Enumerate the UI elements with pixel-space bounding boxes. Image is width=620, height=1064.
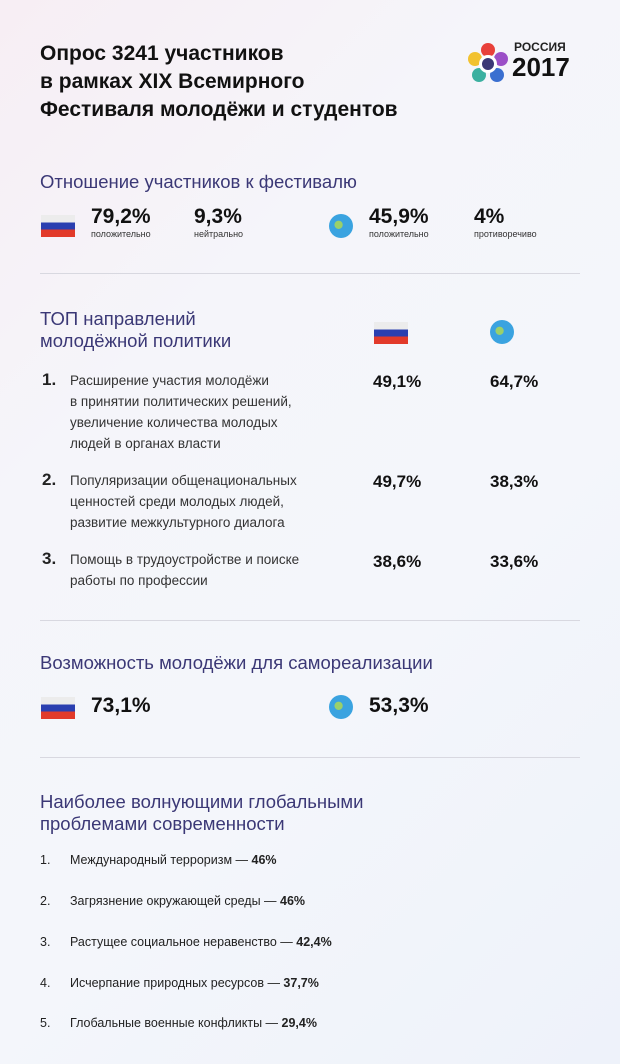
page-title: Опрос 3241 участников в рамках XIX Всеми… [40, 40, 398, 124]
world-value: 38,3% [490, 472, 539, 491]
russia-value: 73,1% [91, 694, 151, 717]
stat: 45,9% положительно [369, 205, 429, 239]
item-number: 5. [40, 1016, 51, 1030]
logo-year: 2017 [512, 52, 570, 82]
item-number: 3. [40, 935, 51, 949]
heading-line: проблемами современности [40, 813, 285, 834]
russia-value: 49,1% [373, 372, 422, 391]
russia-value: 49,7% [373, 472, 422, 491]
item-text: Популяризации общенациональных [70, 473, 297, 488]
divider [40, 620, 580, 621]
heading-line: молодёжной политики [40, 330, 232, 351]
russia-flag-icon [41, 215, 75, 237]
selfrealization-heading: Возможность молодёжи для самореализации [40, 652, 433, 673]
item-text: Глобальные военные конфликты — [70, 1016, 282, 1030]
stat: 9,3% нейтрально [194, 205, 243, 239]
russia-flag-icon [374, 322, 408, 344]
item-text: увеличение количества молодых [70, 415, 278, 430]
item-text: Загрязнение окружающей среды — [70, 894, 281, 908]
title-line: в рамках XIX Всемирного [40, 70, 305, 93]
globe-icon [329, 695, 353, 719]
item-number: 1. [42, 370, 57, 389]
stat-label: положительно [91, 229, 151, 239]
item-value: 42,4% [296, 935, 332, 949]
title-line: Опрос 3241 участников [40, 42, 284, 65]
item-number: 3. [42, 549, 57, 568]
heading-line: Наиболее волнующими глобальными [40, 791, 364, 812]
item-value: 37,7% [283, 976, 319, 990]
item-text: развитие межкультурного диалога [70, 515, 285, 530]
item-value: 29,4% [281, 1016, 317, 1030]
stat-label: положительно [369, 229, 429, 239]
item-text: работы по профессии [70, 573, 208, 588]
festival-logo: РОССИЯ 2017 [468, 40, 583, 88]
world-value: 53,3% [369, 694, 429, 717]
item-text: Помощь в трудоустройстве и поиске [70, 552, 300, 567]
item-text: ценностей среди молодых людей, [70, 494, 284, 509]
problem-item: 4. Исчерпание природных ресурсов — 37,7% [40, 976, 319, 990]
item-text: Международный терроризм — [70, 853, 252, 867]
stat-value: 45,9% [369, 205, 429, 228]
title-line: Фестиваля молодёжи и студентов [40, 98, 398, 121]
item-value: 46% [280, 894, 306, 908]
stat-value: 79,2% [91, 205, 151, 228]
problem-item: 5. Глобальные военные конфликты — 29,4% [40, 1016, 317, 1030]
stat-value: 9,3% [194, 205, 242, 228]
festival-flower-icon [468, 43, 508, 82]
item-number: 1. [40, 853, 51, 867]
stat-value: 4% [474, 205, 505, 228]
problem-item: 3. Растущее социальное неравенство — 42,4… [40, 935, 332, 949]
attitude-heading: Отношение участников к фестивалю [40, 171, 357, 192]
problems-heading: Наиболее волнующими глобальными проблемам… [40, 791, 363, 835]
globe-icon [490, 320, 514, 344]
policy-heading: ТОП направлений молодёжной политики [40, 308, 231, 352]
item-number: 2. [42, 470, 57, 489]
stat: 79,2% положительно [91, 205, 151, 239]
item-number: 4. [40, 976, 51, 990]
item-text: Исчерпание природных ресурсов — [70, 976, 284, 990]
item-text: Растущее социальное неравенство — [70, 935, 297, 949]
item-value: 46% [251, 853, 277, 867]
divider [40, 757, 580, 758]
problem-item: 1. Международный терроризм — 46% [40, 853, 277, 867]
item-number: 2. [40, 894, 51, 908]
logo-country: РОССИЯ [514, 40, 566, 54]
world-value: 64,7% [490, 372, 539, 391]
heading-line: ТОП направлений [40, 308, 196, 329]
globe-icon [329, 214, 353, 238]
problem-item: 2. Загрязнение окружающей среды — 46% [40, 894, 305, 908]
stat-label: противоречиво [474, 229, 537, 239]
item-text: людей в органах власти [70, 436, 221, 451]
stat: 4% противоречиво [474, 205, 537, 239]
stat-label: нейтрально [194, 229, 244, 239]
item-text: в принятии политических решений, [70, 394, 292, 409]
world-value: 33,6% [490, 552, 539, 571]
divider [40, 273, 580, 274]
item-text: Расширение участия молодёжи [70, 373, 269, 388]
russia-value: 38,6% [373, 552, 422, 571]
russia-flag-icon [41, 697, 75, 719]
